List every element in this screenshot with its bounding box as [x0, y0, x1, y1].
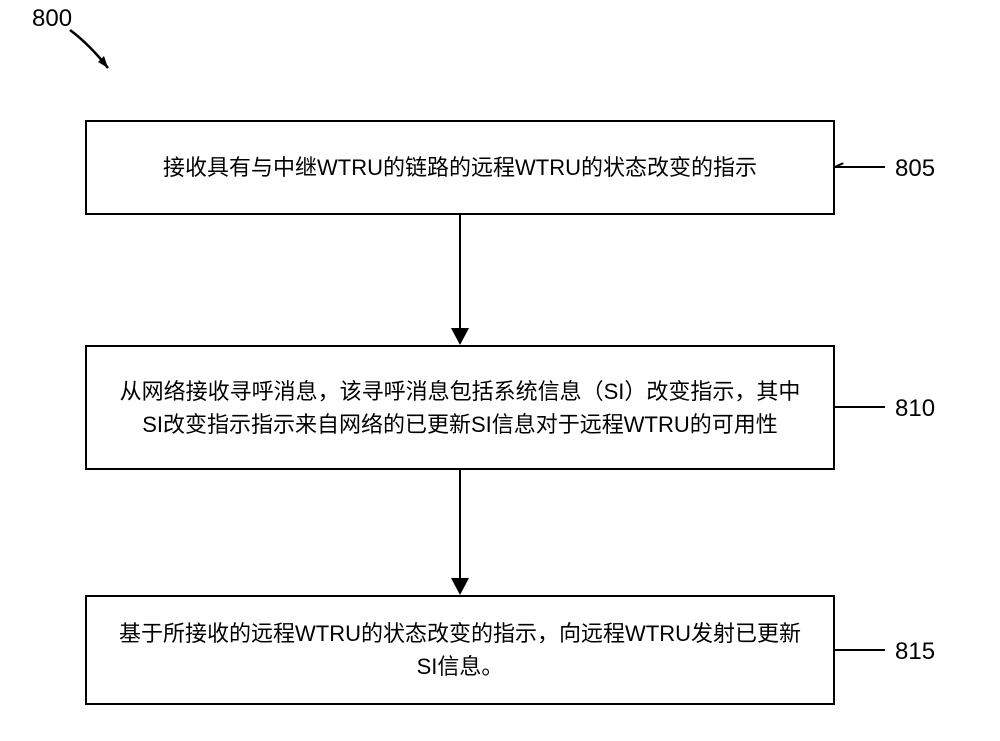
step-label-3: 815 [895, 638, 935, 666]
step-label-1: 805 [895, 155, 935, 183]
flow-step-2: 从网络接收寻呼消息，该寻呼消息包括系统信息（SI）改变指示，其中SI改变指示指示… [85, 345, 835, 470]
arrow-head-1-icon [451, 328, 469, 345]
flow-step-3-text: 基于所接收的远程WTRU的状态改变的指示，向远程WTRU发射已更新SI信息。 [117, 617, 803, 683]
flow-step-1-text: 接收具有与中继WTRU的链路的远程WTRU的状态改变的指示 [163, 151, 757, 184]
connector-arrow-1 [459, 215, 461, 330]
flow-step-2-text: 从网络接收寻呼消息，该寻呼消息包括系统信息（SI）改变指示，其中SI改变指示指示… [117, 375, 803, 441]
arrow-head-2-icon [451, 578, 469, 595]
flow-step-1: 接收具有与中继WTRU的链路的远程WTRU的状态改变的指示 [85, 120, 835, 215]
step-label-2: 810 [895, 395, 935, 423]
connector-arrow-2 [459, 470, 461, 580]
label-connector-2 [835, 395, 895, 420]
label-connector-3 [835, 638, 895, 663]
figure-arrow-icon [60, 20, 130, 80]
label-connector-1 [835, 155, 895, 180]
flow-step-3: 基于所接收的远程WTRU的状态改变的指示，向远程WTRU发射已更新SI信息。 [85, 595, 835, 705]
